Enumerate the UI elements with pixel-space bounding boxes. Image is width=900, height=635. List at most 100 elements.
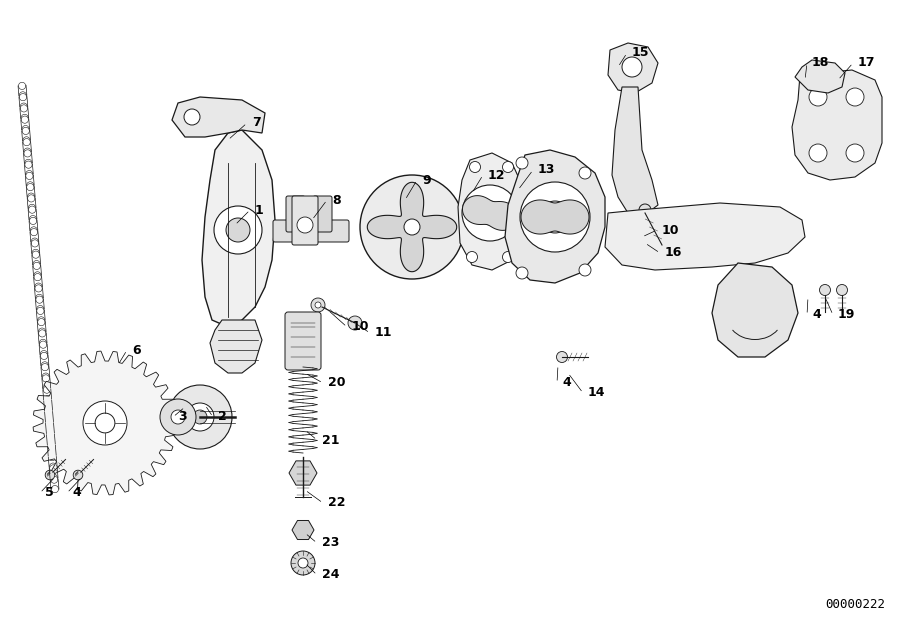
Circle shape [50, 476, 58, 483]
Circle shape [39, 328, 46, 335]
Circle shape [502, 161, 514, 173]
Circle shape [836, 284, 848, 295]
Text: 23: 23 [322, 537, 339, 549]
Circle shape [298, 558, 308, 568]
Circle shape [186, 403, 214, 431]
Circle shape [23, 148, 31, 155]
Text: 19: 19 [838, 309, 855, 321]
Polygon shape [712, 263, 798, 357]
Polygon shape [608, 43, 658, 93]
Circle shape [45, 470, 55, 480]
Circle shape [23, 138, 31, 146]
Polygon shape [202, 130, 275, 327]
Circle shape [24, 159, 32, 166]
Circle shape [27, 182, 34, 189]
Circle shape [51, 486, 59, 493]
Circle shape [39, 330, 46, 337]
Circle shape [47, 429, 54, 436]
Circle shape [20, 93, 27, 101]
Circle shape [470, 161, 481, 173]
Circle shape [33, 262, 40, 269]
Text: 10: 10 [352, 321, 370, 333]
Circle shape [31, 229, 38, 236]
Circle shape [516, 267, 528, 279]
FancyBboxPatch shape [313, 196, 332, 232]
Polygon shape [210, 320, 262, 373]
Text: 22: 22 [328, 497, 346, 509]
Polygon shape [795, 60, 845, 93]
Circle shape [311, 298, 325, 312]
Circle shape [42, 373, 50, 380]
Circle shape [48, 443, 55, 450]
Circle shape [49, 453, 56, 461]
FancyBboxPatch shape [292, 196, 318, 245]
Circle shape [34, 274, 41, 281]
Circle shape [809, 144, 827, 162]
FancyBboxPatch shape [286, 196, 305, 232]
Circle shape [50, 474, 58, 481]
Circle shape [171, 410, 185, 424]
Circle shape [20, 103, 27, 110]
Circle shape [46, 418, 53, 425]
Circle shape [73, 470, 83, 480]
Text: 15: 15 [632, 46, 650, 60]
Circle shape [37, 307, 44, 314]
Circle shape [27, 184, 34, 190]
Circle shape [38, 319, 45, 326]
Circle shape [21, 105, 28, 112]
Text: 4: 4 [72, 486, 81, 500]
Circle shape [83, 401, 127, 445]
Circle shape [44, 398, 51, 404]
Circle shape [24, 150, 32, 157]
Circle shape [639, 204, 651, 216]
Circle shape [30, 217, 37, 225]
Circle shape [36, 294, 43, 302]
Polygon shape [505, 150, 605, 283]
Circle shape [34, 272, 41, 279]
Polygon shape [792, 70, 882, 180]
Circle shape [809, 88, 827, 106]
Circle shape [291, 551, 315, 575]
Text: 5: 5 [45, 486, 54, 500]
Circle shape [38, 317, 45, 324]
Text: 9: 9 [422, 173, 430, 187]
Text: 18: 18 [812, 57, 830, 69]
Circle shape [579, 167, 591, 179]
Circle shape [19, 91, 26, 99]
Circle shape [40, 351, 48, 358]
Circle shape [43, 386, 50, 393]
Circle shape [622, 57, 642, 77]
Circle shape [44, 396, 51, 403]
Text: 14: 14 [588, 387, 606, 399]
Text: 11: 11 [375, 326, 392, 340]
Text: 13: 13 [538, 163, 555, 177]
Circle shape [21, 114, 28, 121]
Circle shape [404, 219, 420, 235]
Circle shape [41, 362, 49, 369]
Circle shape [40, 339, 47, 347]
Circle shape [31, 227, 38, 234]
Circle shape [466, 251, 478, 262]
Circle shape [184, 109, 200, 125]
Text: 4: 4 [812, 309, 821, 321]
Circle shape [43, 384, 50, 391]
Text: 3: 3 [178, 410, 186, 424]
Circle shape [46, 420, 53, 427]
Circle shape [22, 127, 30, 135]
Text: 20: 20 [328, 377, 346, 389]
Circle shape [19, 83, 26, 90]
Text: 12: 12 [488, 168, 506, 182]
Circle shape [214, 206, 262, 254]
Circle shape [35, 285, 42, 292]
Polygon shape [33, 351, 177, 495]
Circle shape [22, 116, 29, 123]
Circle shape [520, 182, 590, 252]
Circle shape [35, 283, 42, 290]
Circle shape [22, 137, 30, 144]
Circle shape [29, 206, 36, 213]
Circle shape [22, 126, 29, 133]
Circle shape [846, 144, 864, 162]
Circle shape [26, 171, 33, 178]
Circle shape [28, 195, 35, 202]
Circle shape [846, 88, 864, 106]
